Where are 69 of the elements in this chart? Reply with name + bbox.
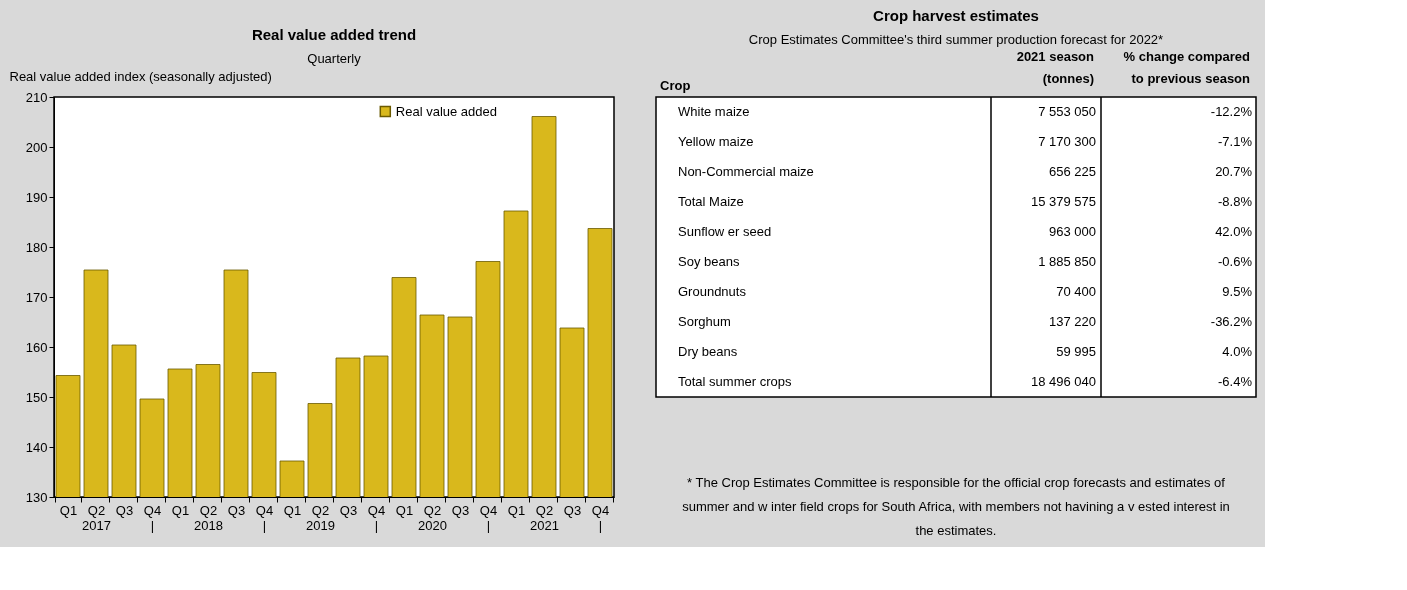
text: Crop Estimates Committee's third summer production forecast for 2022* (748, 32, 1164, 47)
x-tick-label: Q3 (563, 502, 582, 518)
x-tick-label: Q4 | (367, 502, 386, 533)
data-label: 7 170 300 (1038, 134, 1096, 149)
y-tick-label: 160 (25, 339, 48, 355)
data-label: 4.0% (1222, 344, 1253, 359)
data-label: 1 885 850 (1038, 254, 1096, 269)
x-tick-label: Q4 | (143, 502, 162, 533)
y-tick-label: 200 (25, 139, 48, 155)
text: * The Crop Estimates Committee is responsible for the official crop forecasts and estimates of summer and w inter field crops for South Africa, with members not havining a v ested interest in the estimates. (682, 475, 1230, 538)
category-label: Soy beans (678, 254, 740, 269)
category-label: Non-Commercial maize (678, 164, 814, 179)
y-tick-label: 170 (25, 289, 48, 305)
data-label: 18 496 040 (1030, 374, 1096, 389)
data-label: -7.1% (1218, 134, 1253, 149)
y-tick-label: 210 (25, 89, 48, 105)
x-tick-label: Q2 2021 (530, 502, 559, 533)
category-label: Groundnuts (678, 284, 747, 299)
y-tick-label: 140 (25, 439, 48, 455)
category-label: Total summer crops (678, 374, 792, 389)
x-tick-label: Q3 (339, 502, 358, 518)
data-label: 137 220 (1049, 314, 1096, 329)
x-tick-label: Q4 | (591, 502, 610, 533)
legend-label: Real value added (395, 103, 497, 119)
x-tick-label: Q3 (451, 502, 470, 518)
x-tick-label: Q1 (171, 502, 190, 518)
data-label: 20.7% (1215, 164, 1253, 179)
chart-subtitle: Quarterly (307, 51, 362, 66)
text: Crop (660, 78, 691, 93)
data-label: 42.0% (1215, 224, 1253, 239)
data-label: 963 000 (1049, 224, 1096, 239)
text: Crop harvest estimates (873, 7, 1039, 24)
x-tick-label: Q3 (227, 502, 246, 518)
x-tick-label: Q4 | (255, 502, 274, 533)
x-tick-label: Q1 (507, 502, 526, 518)
category-label: Total Maize (678, 194, 744, 209)
text: % change compared to previous season (1123, 49, 1251, 86)
data-label: 9.5% (1222, 284, 1253, 299)
y-tick-label: 130 (25, 489, 48, 505)
data-label: 7 553 050 (1038, 104, 1096, 119)
y-tick-label: 190 (25, 189, 48, 205)
y-tick-label: 180 (25, 239, 48, 255)
data-label: 70 400 (1056, 284, 1096, 299)
x-tick-label: Q1 (283, 502, 302, 518)
data-label: 15 379 575 (1030, 194, 1096, 209)
x-tick-label: Q2 2019 (306, 502, 335, 533)
data-label: 656 225 (1049, 164, 1096, 179)
category-label: Dry beans (678, 344, 738, 359)
x-tick-label: Q4 | (479, 502, 498, 533)
category-label: Sorghum (678, 314, 731, 329)
data-label: 59 995 (1056, 344, 1096, 359)
series-label: 2021 season (tonnes) (1016, 49, 1095, 86)
x-tick-label: Q2 2017 (82, 502, 111, 533)
data-label: -8.8% (1218, 194, 1253, 209)
category-label: White maize (678, 104, 750, 119)
data-label: -6.4% (1218, 374, 1253, 389)
category-label: Yellow maize (678, 134, 754, 149)
x-tick-label: Q2 2020 (418, 502, 447, 533)
category-label: Sunflow er seed (678, 224, 772, 239)
x-tick-label: Q3 (115, 502, 134, 518)
x-tick-label: Q1 (59, 502, 78, 518)
data-label: -12.2% (1210, 104, 1253, 119)
x-tick-label: Q1 (395, 502, 414, 518)
y-axis-title: Real value added index (seasonally adjusted) (9, 68, 272, 84)
chart-title: Real value added trend (251, 26, 417, 43)
y-tick-label: 150 (25, 389, 48, 405)
x-tick-label: Q2 2018 (194, 502, 223, 533)
data-label: -0.6% (1218, 254, 1253, 269)
data-label: -36.2% (1210, 314, 1253, 329)
